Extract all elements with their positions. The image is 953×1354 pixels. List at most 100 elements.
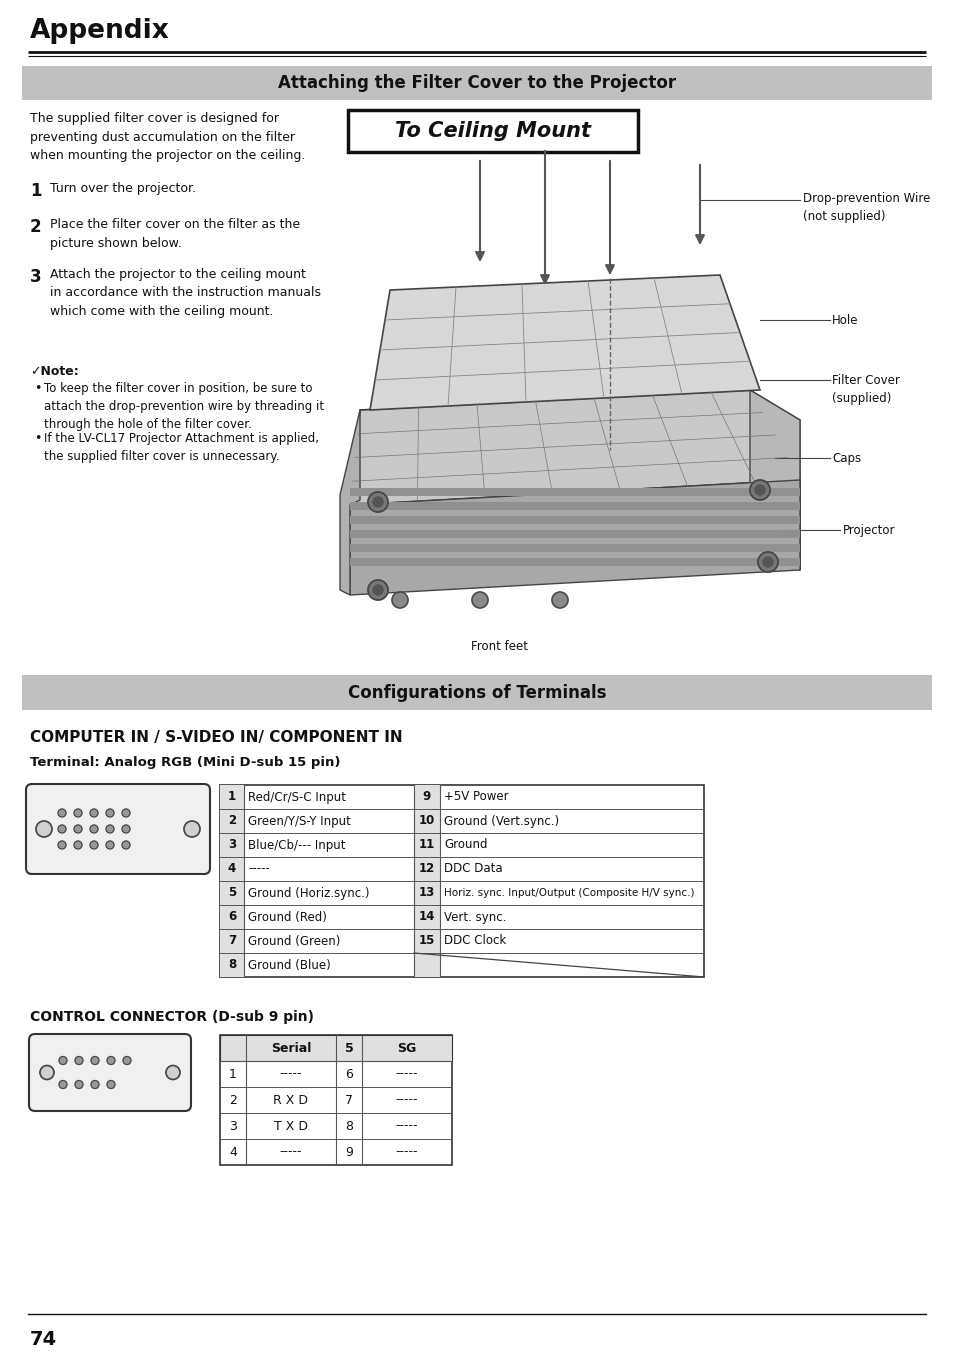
Text: ✓Note:: ✓Note: — [30, 366, 79, 378]
Text: R X D: R X D — [274, 1094, 308, 1106]
Circle shape — [123, 1056, 131, 1064]
Circle shape — [106, 825, 113, 833]
Bar — [414, 953, 439, 978]
Text: DDC Clock: DDC Clock — [443, 934, 506, 948]
Text: 3: 3 — [228, 838, 235, 852]
Text: Configurations of Terminals: Configurations of Terminals — [348, 684, 605, 701]
Bar — [414, 904, 439, 929]
Bar — [220, 833, 244, 857]
Text: SG: SG — [397, 1041, 416, 1055]
Bar — [220, 1034, 452, 1062]
Bar — [414, 857, 439, 881]
Text: -----: ----- — [279, 1067, 302, 1080]
Text: -----: ----- — [395, 1145, 417, 1159]
Circle shape — [106, 841, 113, 849]
Text: •: • — [34, 432, 41, 445]
Bar — [220, 929, 244, 953]
Text: 9: 9 — [345, 1145, 353, 1159]
Text: CONTROL CONNECTOR (D-sub 9 pin): CONTROL CONNECTOR (D-sub 9 pin) — [30, 1010, 314, 1024]
Circle shape — [59, 1056, 67, 1064]
Bar — [22, 66, 931, 100]
Circle shape — [392, 592, 408, 608]
Bar — [220, 1034, 452, 1164]
Circle shape — [58, 841, 66, 849]
Bar — [220, 785, 703, 978]
Circle shape — [107, 1080, 115, 1089]
Circle shape — [75, 1080, 83, 1089]
Text: -----: ----- — [395, 1120, 417, 1132]
Circle shape — [472, 592, 488, 608]
Circle shape — [74, 825, 82, 833]
Text: Turn over the projector.: Turn over the projector. — [50, 181, 195, 195]
Text: 12: 12 — [418, 862, 435, 876]
Circle shape — [184, 821, 200, 837]
Polygon shape — [350, 529, 800, 538]
Circle shape — [368, 492, 388, 512]
Circle shape — [106, 808, 113, 816]
Polygon shape — [350, 558, 800, 566]
Polygon shape — [350, 544, 800, 552]
Text: COMPUTER IN / S-VIDEO IN/ COMPONENT IN: COMPUTER IN / S-VIDEO IN/ COMPONENT IN — [30, 730, 402, 745]
Polygon shape — [350, 487, 800, 496]
Circle shape — [762, 556, 772, 567]
Text: 4: 4 — [229, 1145, 236, 1159]
Circle shape — [107, 1056, 115, 1064]
Bar — [414, 785, 439, 808]
Text: 1: 1 — [30, 181, 42, 200]
Bar — [414, 929, 439, 953]
Circle shape — [90, 825, 98, 833]
Circle shape — [166, 1066, 180, 1079]
Polygon shape — [749, 390, 800, 570]
Circle shape — [58, 825, 66, 833]
Text: 5: 5 — [344, 1041, 353, 1055]
Text: Appendix: Appendix — [30, 18, 170, 43]
Text: Ground (Red): Ground (Red) — [248, 910, 327, 923]
FancyBboxPatch shape — [26, 784, 210, 873]
Text: 3: 3 — [30, 268, 42, 286]
Bar — [414, 881, 439, 904]
Circle shape — [758, 552, 778, 571]
Text: To Ceiling Mount: To Ceiling Mount — [395, 121, 590, 141]
Text: 10: 10 — [418, 815, 435, 827]
Bar — [220, 785, 244, 808]
Text: 6: 6 — [345, 1067, 353, 1080]
Text: Place the filter cover on the filter as the
picture shown below.: Place the filter cover on the filter as … — [50, 218, 300, 249]
FancyBboxPatch shape — [29, 1034, 191, 1112]
Bar — [220, 881, 244, 904]
Circle shape — [373, 585, 382, 594]
Polygon shape — [350, 516, 800, 524]
Text: Filter Cover
(supplied): Filter Cover (supplied) — [831, 374, 899, 405]
Bar — [414, 833, 439, 857]
Text: •: • — [34, 382, 41, 395]
Text: Ground (Horiz.sync.): Ground (Horiz.sync.) — [248, 887, 369, 899]
Polygon shape — [350, 390, 800, 505]
Circle shape — [74, 808, 82, 816]
Text: Projector: Projector — [842, 524, 895, 538]
Text: -----: ----- — [248, 862, 270, 876]
Text: Red/Cr/S-C Input: Red/Cr/S-C Input — [248, 791, 346, 803]
Text: DDC Data: DDC Data — [443, 862, 502, 876]
Text: +5V Power: +5V Power — [443, 791, 508, 803]
Bar — [414, 808, 439, 833]
Circle shape — [74, 841, 82, 849]
Text: -----: ----- — [395, 1067, 417, 1080]
Text: 15: 15 — [418, 934, 435, 948]
Text: -----: ----- — [395, 1094, 417, 1106]
Circle shape — [122, 825, 130, 833]
Text: 7: 7 — [345, 1094, 353, 1106]
Text: To keep the filter cover in position, be sure to
attach the drop-prevention wire: To keep the filter cover in position, be… — [44, 382, 324, 431]
Text: Ground: Ground — [443, 838, 487, 852]
Polygon shape — [350, 502, 800, 510]
Bar — [220, 904, 244, 929]
Bar — [22, 676, 931, 709]
Circle shape — [91, 1056, 99, 1064]
Text: 8: 8 — [345, 1120, 353, 1132]
Text: 1: 1 — [228, 791, 235, 803]
Text: Horiz. sync. Input/Output (Composite H/V sync.): Horiz. sync. Input/Output (Composite H/V… — [443, 888, 694, 898]
Text: Vert. sync.: Vert. sync. — [443, 910, 506, 923]
Text: Caps: Caps — [831, 452, 861, 464]
Text: If the LV-CL17 Projector Attachment is applied,
the supplied filter cover is unn: If the LV-CL17 Projector Attachment is a… — [44, 432, 318, 463]
Text: Attaching the Filter Cover to the Projector: Attaching the Filter Cover to the Projec… — [277, 74, 676, 92]
Text: -----: ----- — [279, 1145, 302, 1159]
Bar — [220, 808, 244, 833]
